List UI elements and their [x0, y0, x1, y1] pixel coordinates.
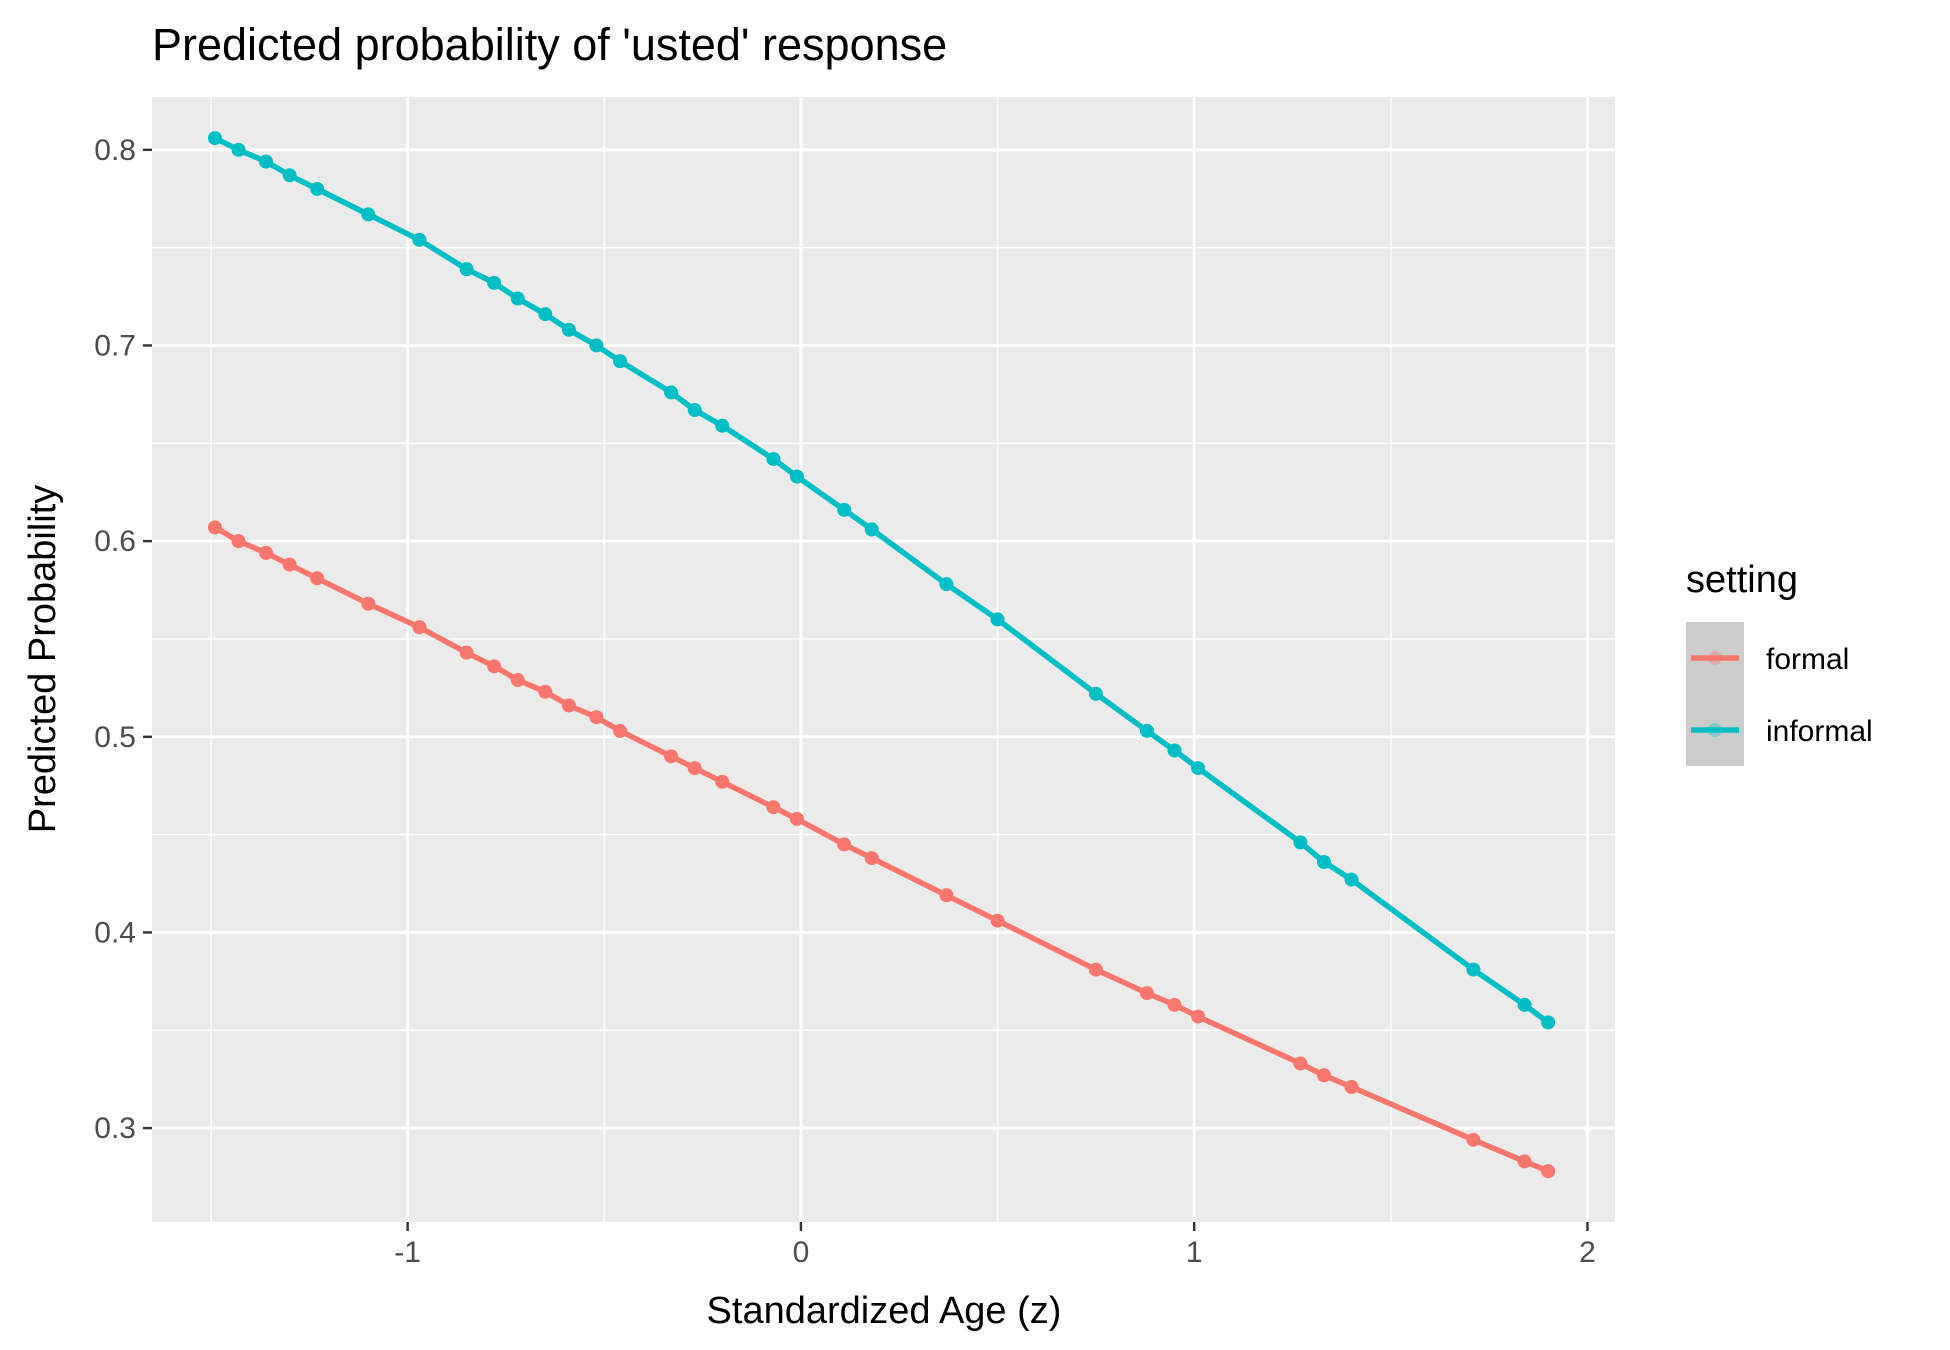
- data-point-informal: [259, 154, 274, 169]
- data-point-formal: [459, 645, 474, 660]
- data-point-informal: [837, 502, 852, 517]
- y-tick-label: 0.8: [94, 134, 136, 167]
- y-tick-label: 0.5: [94, 721, 136, 754]
- series-formal: [207, 520, 1556, 1179]
- data-point-formal: [589, 710, 604, 725]
- x-tick-label: 0: [793, 1236, 810, 1269]
- x-tick-label: -1: [394, 1236, 421, 1269]
- data-point-formal: [990, 913, 1005, 928]
- legend-label-informal: informal: [1766, 715, 1873, 748]
- chart-title: Predicted probability of 'usted' respons…: [152, 19, 947, 70]
- data-point-formal: [538, 684, 553, 699]
- data-point-formal: [1293, 1056, 1308, 1071]
- data-point-formal: [561, 698, 576, 713]
- data-point-formal: [1191, 1009, 1206, 1024]
- data-point-informal: [487, 275, 502, 290]
- data-point-informal: [990, 612, 1005, 627]
- data-point-informal: [231, 142, 246, 157]
- data-point-informal: [282, 168, 297, 183]
- data-point-informal: [1139, 723, 1154, 738]
- data-point-formal: [1466, 1132, 1481, 1147]
- data-point-formal: [715, 774, 730, 789]
- data-point-informal: [613, 354, 628, 369]
- legend-label-formal: formal: [1766, 643, 1849, 676]
- data-point-informal: [687, 403, 702, 418]
- data-point-formal: [864, 851, 879, 866]
- x-tick-label: 1: [1186, 1236, 1203, 1269]
- x-axis: -1 0 1 2: [394, 1222, 1596, 1269]
- data-point-informal: [1293, 835, 1308, 850]
- data-point-formal: [310, 571, 325, 586]
- data-point-informal: [789, 469, 804, 484]
- y-tick-label: 0.6: [94, 525, 136, 558]
- data-point-informal: [361, 207, 376, 222]
- legend-title: setting: [1686, 559, 1798, 601]
- data-point-formal: [1167, 997, 1182, 1012]
- legend-point-informal: [1708, 723, 1722, 737]
- x-tick-label: 2: [1579, 1236, 1596, 1269]
- data-point-formal: [207, 520, 222, 535]
- data-point-formal: [259, 545, 274, 560]
- data-point-informal: [561, 322, 576, 337]
- data-point-formal: [412, 620, 427, 635]
- data-point-formal: [837, 837, 852, 852]
- data-point-formal: [231, 534, 246, 549]
- data-point-formal: [613, 723, 628, 738]
- data-point-informal: [589, 338, 604, 353]
- plot-panel: [152, 97, 1615, 1222]
- data-point-informal: [1541, 1015, 1556, 1030]
- data-point-formal: [664, 749, 679, 764]
- data-point-informal: [412, 232, 427, 247]
- data-point-informal: [864, 522, 879, 537]
- data-point-informal: [510, 291, 525, 306]
- data-point-informal: [1316, 855, 1331, 869]
- data-point-formal: [1088, 962, 1103, 977]
- data-point-formal: [789, 811, 804, 826]
- data-point-informal: [1167, 743, 1182, 758]
- data-point-formal: [487, 659, 502, 674]
- data-point-formal: [939, 888, 954, 903]
- data-point-formal: [1517, 1154, 1532, 1169]
- data-point-informal: [1088, 686, 1103, 701]
- data-point-informal: [1344, 872, 1359, 887]
- series-layer: [207, 131, 1556, 1179]
- data-point-informal: [207, 131, 222, 146]
- data-point-formal: [687, 761, 702, 776]
- x-axis-title: Standardized Age (z): [707, 1290, 1062, 1332]
- y-axis-title: Predicted Probability: [22, 485, 64, 834]
- data-point-informal: [538, 307, 553, 322]
- data-point-informal: [310, 181, 325, 196]
- data-point-informal: [1466, 962, 1481, 977]
- data-point-formal: [282, 557, 297, 572]
- data-point-formal: [766, 800, 781, 815]
- y-tick-label: 0.7: [94, 329, 136, 362]
- data-point-formal: [510, 673, 525, 688]
- data-point-formal: [1139, 986, 1154, 1001]
- y-axis: 0.3 0.4 0.5 0.6 0.7 0.8: [94, 134, 152, 1145]
- data-point-formal: [1344, 1080, 1359, 1094]
- data-point-informal: [766, 451, 781, 466]
- data-point-formal: [1541, 1164, 1556, 1179]
- data-point-informal: [1517, 997, 1532, 1012]
- data-point-formal: [361, 596, 376, 611]
- data-point-informal: [664, 385, 679, 400]
- data-point-informal: [459, 262, 474, 277]
- data-point-formal: [1316, 1068, 1331, 1083]
- legend: setting formal informal: [1686, 559, 1873, 766]
- data-point-informal: [939, 577, 954, 592]
- data-point-informal: [1191, 761, 1206, 776]
- data-point-informal: [715, 418, 730, 433]
- legend-point-formal: [1708, 651, 1722, 665]
- grid-minor: [152, 97, 1615, 1222]
- series-informal: [207, 131, 1556, 1030]
- y-tick-label: 0.4: [94, 916, 136, 949]
- y-tick-label: 0.3: [94, 1112, 136, 1145]
